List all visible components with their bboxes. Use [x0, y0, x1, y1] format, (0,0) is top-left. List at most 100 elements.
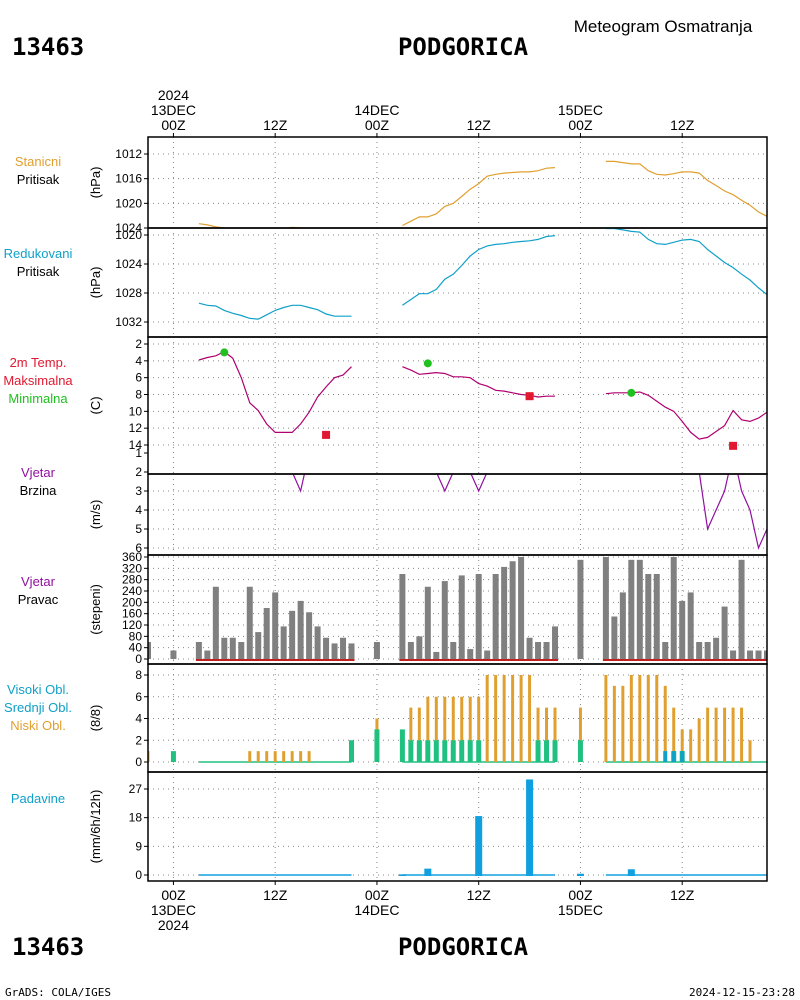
cloud-bar: [680, 751, 685, 762]
panel-label: Srednji Obl.: [4, 700, 72, 715]
y-tick-label: 5: [135, 522, 142, 536]
wind-dir-bar: [450, 642, 457, 659]
wind-dir-bar: [687, 592, 694, 659]
wind-dir-bar: [492, 574, 499, 659]
wind-dir-bar: [636, 559, 643, 659]
panels: 1012101610201024(hPa)StanicniPritisak102…: [3, 136, 768, 882]
wind-dir-bar: [653, 574, 660, 659]
cloud-bar: [451, 696, 455, 762]
panel-label: Minimalna: [8, 391, 68, 406]
bottom-time-label: 12Z: [467, 887, 492, 903]
cloud-bar: [578, 707, 582, 762]
y-tick-label: 200: [122, 595, 142, 609]
wind-dir-bar: [407, 642, 414, 659]
panel-label: Maksimalna: [3, 373, 73, 388]
y-tick-label: 320: [122, 561, 142, 575]
cloud-bar: [374, 729, 380, 762]
precip-bar: [475, 816, 483, 876]
series-line: [402, 167, 556, 227]
y-tick-label: 6: [135, 541, 142, 555]
y-tick-label: 27: [129, 782, 143, 796]
panel-label: Vjetar: [21, 465, 56, 480]
wind-dir-bar: [340, 637, 347, 659]
cloud-bar: [536, 707, 540, 762]
y-tick-label: 8: [135, 668, 142, 682]
cloud-bar: [265, 751, 269, 762]
cloud-bar: [282, 751, 286, 762]
y-tick-label: 0: [135, 868, 142, 882]
y-tick-label: 80: [129, 629, 143, 643]
y-tick-label: 2: [135, 733, 142, 747]
y-tick-label: 1032: [115, 315, 142, 329]
cloud-bar: [545, 707, 549, 762]
wind-dir-bar: [611, 616, 618, 659]
bottom-time-label: 14DEC: [354, 902, 399, 918]
cloud-bar: [672, 707, 676, 762]
cloud-bar: [476, 740, 482, 762]
wind-dir-bar: [526, 637, 533, 659]
wind-dir-bar: [195, 642, 202, 659]
cloud-bar: [450, 740, 456, 762]
panel-cloud_cover: 0 2 4 6 8 (8/8) Visoki Obl. Srednji Obl. Niski O…: [4, 663, 768, 773]
plot-area: [198, 779, 767, 876]
panel-label: Visoki Obl.: [7, 682, 69, 697]
cloud-bar: [544, 740, 550, 762]
y-tick-label: 4: [135, 503, 142, 517]
cloud-bar: [425, 740, 431, 762]
wind-dir-bar: [212, 586, 219, 659]
cloud-bar: [416, 740, 422, 762]
plot-area: [198, 160, 767, 228]
top-time-label: 12Z: [263, 117, 288, 133]
cloud-bar: [663, 685, 667, 762]
wind-dir-bar: [628, 559, 635, 659]
plot-area: [148, 557, 767, 661]
cloud-bar: [511, 675, 515, 762]
y-tick-label: 1024: [115, 257, 142, 271]
cloud-bar: [663, 751, 668, 762]
bottom-time-label: 13DEC: [151, 902, 196, 918]
unit-label: (hPa): [88, 167, 103, 199]
bottom-time-label: 15DEC: [558, 902, 603, 918]
y-tick-label: 14: [129, 438, 143, 452]
wind-dir-bar: [704, 642, 711, 659]
tmin-marker: [627, 388, 636, 397]
top-time-label: 00Z: [161, 117, 186, 133]
series-line: [436, 474, 487, 493]
y-tick-label: 12: [129, 421, 143, 435]
y-tick-label: 10: [129, 404, 143, 418]
plot-area: [148, 675, 767, 763]
bottom-time-label: 00Z: [365, 887, 390, 903]
tmax-marker: [525, 392, 534, 401]
wind-dir-bar: [518, 557, 525, 659]
series-line: [605, 228, 767, 295]
cloud-bar: [433, 740, 439, 762]
y-tick-label: 18: [129, 811, 143, 825]
wind-dir-bar: [255, 632, 262, 659]
cloud-bar: [621, 685, 625, 762]
wind-dir-bar: [755, 650, 762, 659]
unit-label: (m/s): [88, 500, 103, 530]
precip-bar: [526, 779, 534, 876]
cloud-bar: [399, 729, 405, 762]
y-tick-label: 8: [135, 388, 142, 402]
wind-dir-bar: [475, 574, 482, 659]
cloud-bar: [689, 729, 693, 762]
panel-label: Stanicni: [15, 154, 61, 169]
wind-dir-bar: [289, 610, 296, 659]
series-line: [402, 235, 556, 306]
y-tick-label: 1020: [115, 196, 142, 210]
precip-bar: [627, 869, 635, 876]
cloud-bar: [426, 696, 430, 762]
series-line: [698, 474, 767, 550]
wind-dir-bar: [148, 642, 151, 659]
cloud-bar: [552, 740, 558, 762]
cloud-bar: [671, 751, 676, 762]
station-id-top: 13463: [12, 33, 84, 61]
wind-dir-bar: [204, 650, 211, 659]
wind-dir-bar: [424, 586, 431, 659]
series-line: [198, 302, 352, 320]
wind-dir-bar: [416, 636, 423, 659]
